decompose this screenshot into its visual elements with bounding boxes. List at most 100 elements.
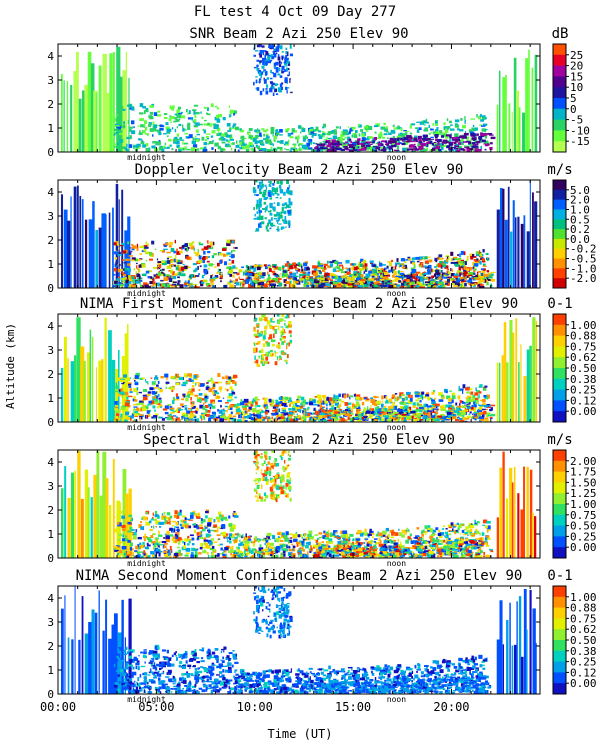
heatmap-cell bbox=[208, 247, 212, 250]
heatmap-cell bbox=[187, 148, 191, 151]
heatmap-cell bbox=[433, 389, 436, 393]
cloud-cell bbox=[263, 189, 267, 192]
heatmap-cell bbox=[443, 273, 449, 277]
heatmap-cell bbox=[476, 113, 478, 118]
heatmap-cell bbox=[164, 411, 169, 415]
heatmap-cell bbox=[142, 377, 145, 380]
cloud-cell bbox=[264, 184, 267, 187]
heatmap-cell bbox=[278, 402, 280, 406]
cloud-cell bbox=[258, 45, 262, 48]
heatmap-cell bbox=[459, 263, 465, 267]
heatmap-cell bbox=[189, 392, 194, 396]
heatmap-cell bbox=[274, 275, 276, 277]
heatmap-cell bbox=[306, 142, 311, 147]
heatmap-cell bbox=[118, 247, 120, 250]
column-stripe bbox=[63, 209, 68, 288]
heatmap-cell bbox=[298, 125, 301, 129]
heatmap-cell bbox=[458, 266, 462, 271]
cloud-cell bbox=[272, 321, 275, 323]
boundary-cell bbox=[320, 143, 325, 145]
heatmap-cell bbox=[179, 139, 185, 141]
cloud-cell bbox=[252, 187, 256, 191]
heatmap-cell bbox=[273, 265, 276, 268]
heatmap-cell bbox=[173, 258, 176, 263]
heatmap-cell bbox=[165, 274, 170, 278]
heatmap-cell bbox=[149, 387, 154, 391]
boundary-cell bbox=[337, 142, 340, 144]
boundary-cell bbox=[385, 140, 388, 144]
heatmap-cell bbox=[134, 410, 139, 414]
heatmap-cell bbox=[302, 275, 306, 278]
heatmap-cell bbox=[398, 264, 401, 269]
heatmap-cell bbox=[310, 402, 313, 405]
heatmap-cell bbox=[182, 393, 186, 396]
heatmap-cell bbox=[352, 263, 355, 268]
heatmap-cell bbox=[396, 135, 401, 139]
cloud-cell bbox=[284, 320, 286, 322]
heatmap-cell bbox=[229, 418, 234, 421]
heatmap-cell bbox=[275, 131, 280, 136]
heatmap-cell bbox=[279, 129, 283, 133]
heatmap-cell bbox=[401, 406, 404, 409]
heatmap-cell bbox=[178, 113, 183, 115]
heatmap-cell bbox=[317, 274, 319, 276]
column-stripe bbox=[518, 107, 521, 152]
heatmap-cell bbox=[227, 140, 231, 143]
cloud-cell bbox=[258, 71, 263, 76]
heatmap-cell bbox=[128, 255, 134, 257]
heatmap-cell bbox=[389, 416, 395, 419]
heatmap-cell bbox=[443, 122, 446, 126]
boundary-cell bbox=[427, 141, 431, 144]
heatmap-cell bbox=[386, 418, 389, 421]
panel-title: Doppler Velocity Beam 2 Azi 250 Elev 90 bbox=[135, 162, 464, 178]
heatmap-cell bbox=[481, 116, 486, 120]
heatmap-cell bbox=[222, 412, 226, 414]
boundary-cell bbox=[443, 273, 448, 275]
boundary-cell bbox=[323, 281, 329, 283]
heatmap-cell bbox=[357, 264, 360, 268]
heatmap-cell bbox=[220, 280, 222, 283]
heatmap-cell bbox=[132, 106, 134, 108]
heatmap-cell bbox=[466, 256, 469, 260]
heatmap-cell bbox=[360, 258, 364, 262]
heatmap-cell bbox=[275, 129, 279, 133]
heatmap-cell bbox=[421, 264, 424, 268]
heatmap-cell bbox=[321, 133, 326, 136]
heatmap-cell bbox=[311, 284, 314, 288]
heatmap-cell bbox=[397, 416, 400, 421]
heatmap-cell bbox=[215, 416, 220, 419]
heatmap-cell bbox=[166, 260, 171, 264]
heatmap-cell bbox=[449, 140, 451, 143]
heatmap-cell bbox=[311, 129, 315, 132]
heatmap-cell bbox=[249, 272, 253, 276]
boundary-cell bbox=[462, 141, 468, 143]
heatmap-cell bbox=[446, 118, 449, 122]
heatmap-cell bbox=[468, 401, 471, 405]
heatmap-cell bbox=[223, 284, 228, 288]
heatmap-cell bbox=[299, 131, 302, 134]
column-stripe bbox=[66, 81, 69, 152]
cloud-cell bbox=[261, 57, 266, 62]
heatmap-cell bbox=[268, 416, 271, 420]
heatmap-cell bbox=[223, 261, 228, 266]
heatmap-cell bbox=[376, 273, 379, 276]
cloud-cell bbox=[253, 347, 256, 353]
heatmap-cell bbox=[157, 263, 160, 266]
heatmap-cell bbox=[127, 286, 132, 288]
heatmap-cell bbox=[193, 285, 197, 288]
heatmap-cell bbox=[135, 280, 140, 284]
heatmap-cell bbox=[374, 399, 377, 402]
heatmap-cell bbox=[141, 273, 146, 277]
heatmap-cell bbox=[208, 417, 212, 422]
heatmap-cell bbox=[338, 404, 340, 409]
boundary-cell bbox=[487, 276, 493, 279]
heatmap-cell bbox=[138, 259, 141, 262]
heatmap-cell bbox=[118, 251, 121, 254]
heatmap-cell bbox=[398, 395, 402, 399]
heatmap-cell bbox=[184, 373, 187, 378]
boundary-cell bbox=[459, 285, 462, 288]
heatmap-cell bbox=[233, 113, 236, 116]
heatmap-cell bbox=[220, 148, 225, 151]
heatmap-cell bbox=[172, 139, 177, 142]
heatmap-cell bbox=[293, 144, 296, 149]
